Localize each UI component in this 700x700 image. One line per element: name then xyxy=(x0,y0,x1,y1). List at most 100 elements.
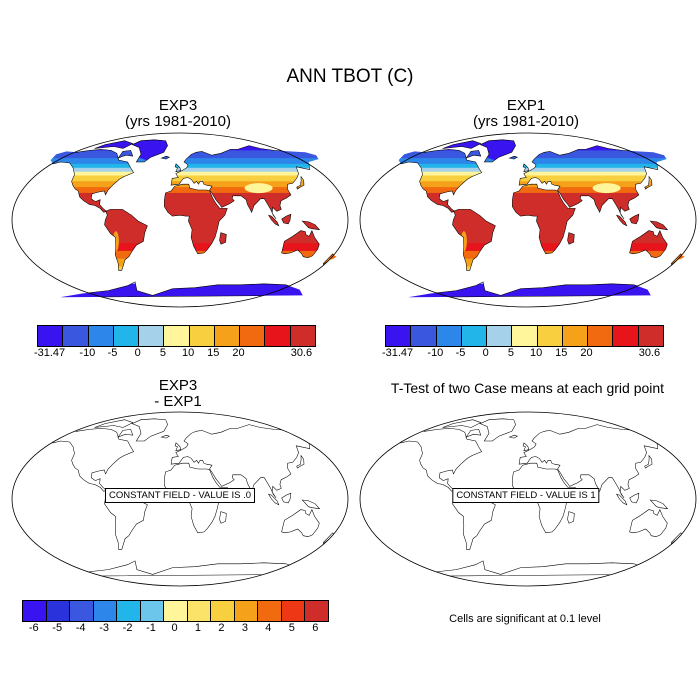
colorbar-exp3 xyxy=(37,325,316,347)
colorbar-label: 30.6 xyxy=(290,347,313,359)
colorbar-exp1 xyxy=(385,325,664,347)
colorbar-swatch xyxy=(113,326,140,346)
coastline-iceland xyxy=(508,434,518,439)
coastline-japan xyxy=(296,175,305,190)
coastline-baffin xyxy=(117,429,134,438)
coastline-eurasia xyxy=(518,424,668,499)
map-ttest xyxy=(359,411,697,587)
coastlines xyxy=(50,418,338,577)
coastline-northamerica xyxy=(398,149,483,213)
colorbar-label: 1 xyxy=(194,622,202,634)
panel3-title: EXP3 - EXP1 xyxy=(88,378,268,410)
colorbar-swatch xyxy=(281,601,306,621)
coastline-borneo xyxy=(281,492,292,504)
panel2-title-line1: EXP1 xyxy=(506,97,546,114)
colorbar-label: -3 xyxy=(99,622,109,634)
panel2-title: EXP1 (yrs 1981-2010) xyxy=(436,98,616,130)
coastline-arcticisl xyxy=(442,419,482,428)
coastline-arcticisl xyxy=(94,140,134,149)
colorbar-label: 10 xyxy=(529,347,543,359)
temperature-field xyxy=(50,139,337,298)
coastline-britain xyxy=(522,163,530,173)
colorbar-swatch xyxy=(70,601,94,621)
coastline-borneo xyxy=(281,213,292,225)
colorbar-label: 5 xyxy=(159,347,166,359)
colorbar-swatch xyxy=(214,326,241,346)
coastline-australia xyxy=(281,229,320,258)
coastline-sumatra xyxy=(615,214,628,227)
colorbar-swatch xyxy=(164,326,190,346)
colorbar-swatch xyxy=(139,326,165,346)
colorbar-label: 2 xyxy=(218,622,225,634)
coastline-newguinea xyxy=(649,220,669,231)
coastline-newguinea xyxy=(301,499,321,510)
coastline-africa xyxy=(164,183,228,255)
map-boundary xyxy=(359,132,697,308)
colorbar-label: 30.6 xyxy=(638,347,661,359)
colorbar-label: 4 xyxy=(265,622,272,634)
colorbar-label: 15 xyxy=(207,347,220,359)
colorbar-label: -5 xyxy=(52,622,63,634)
colorbar-label: 0 xyxy=(134,347,141,359)
colorbar-swatch xyxy=(117,601,141,621)
colorbar-swatch xyxy=(461,326,488,346)
coastline-sumatra xyxy=(267,493,280,506)
coastline-madagascar xyxy=(567,511,575,524)
colorbar-swatch xyxy=(93,601,118,621)
figure-title: ANN TBOT (C) xyxy=(286,66,414,87)
map-exp3 xyxy=(11,132,349,308)
coastline-africa xyxy=(512,183,576,255)
coastline-japan xyxy=(296,454,305,469)
coastline-northamerica xyxy=(398,428,483,492)
coastline-eurasia xyxy=(170,145,320,220)
colorbar-swatch xyxy=(164,601,188,621)
colorbar-swatch xyxy=(265,326,291,346)
colorbar-swatch xyxy=(240,326,266,346)
coastline-sumatra xyxy=(267,214,280,227)
colorbar-swatch xyxy=(211,601,235,621)
coastline-baffin xyxy=(465,150,482,159)
colorbar-swatch xyxy=(562,326,589,346)
temperature-field xyxy=(398,139,685,298)
colorbar-swatch xyxy=(305,601,328,621)
map-boundary xyxy=(11,132,349,308)
coastline-iceland xyxy=(160,434,170,439)
colorbar-swatch xyxy=(258,601,282,621)
coastline-madagascar xyxy=(219,511,227,524)
colorbar-swatch xyxy=(63,326,89,346)
colorbar-label: -2 xyxy=(122,622,133,634)
significance-note: Cells are significant at 0.1 level xyxy=(449,613,601,625)
colorbar-swatch xyxy=(23,601,47,621)
coastline-greenland xyxy=(131,139,168,163)
coastline-australia xyxy=(629,508,668,537)
coastline-britain xyxy=(174,163,182,173)
coastline-greenland xyxy=(479,418,516,442)
colorbar-swatch xyxy=(613,326,639,346)
map-boundary xyxy=(359,411,697,587)
colorbar-label: 0 xyxy=(171,622,178,634)
coastline-iceland xyxy=(508,155,518,160)
colorbar-swatch xyxy=(290,326,315,346)
panel3-title-line2: - EXP1 xyxy=(154,393,202,410)
coastline-madagascar xyxy=(567,232,575,245)
map-difference xyxy=(11,411,349,587)
colorbar-swatch xyxy=(46,601,71,621)
coastline-newguinea xyxy=(301,220,321,231)
coastline-northamerica xyxy=(50,149,135,213)
panel1-title-line1: EXP3 xyxy=(158,97,198,114)
coastline-southamerica xyxy=(104,209,148,271)
colorbar-swatch xyxy=(487,326,513,346)
coastline-sumatra xyxy=(615,493,628,506)
coastlines xyxy=(50,139,338,298)
constant-field-note-ttest: CONSTANT FIELD - VALUE IS 1 xyxy=(452,488,600,503)
colorbar-swatch xyxy=(537,326,563,346)
constant-field-note-diff: CONSTANT FIELD - VALUE IS .0 xyxy=(104,488,256,503)
colorbar-label: 6 xyxy=(312,622,319,634)
coastline-northamerica xyxy=(50,428,135,492)
coastline-australia xyxy=(281,508,320,537)
colorbar-swatch xyxy=(189,326,215,346)
coastline-australia xyxy=(629,229,668,258)
colorbar-swatch xyxy=(588,326,614,346)
colorbar-swatch xyxy=(234,601,259,621)
map-boundary xyxy=(11,411,349,587)
